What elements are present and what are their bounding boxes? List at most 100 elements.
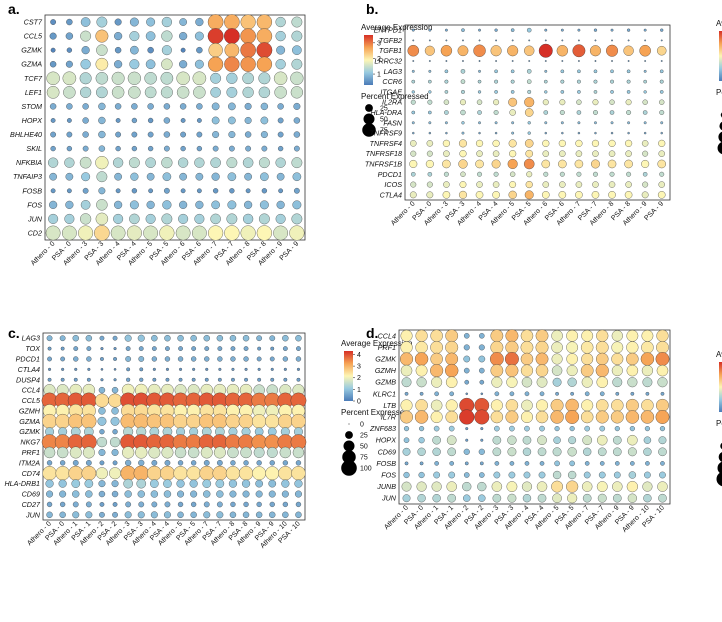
dot (509, 425, 515, 432)
dot (179, 200, 188, 209)
dot (415, 329, 428, 342)
dot (627, 60, 630, 62)
gene-label: JUN (381, 494, 397, 503)
dot (273, 71, 288, 85)
dot (430, 341, 443, 354)
dot (179, 367, 183, 371)
dot (161, 45, 172, 56)
dot (613, 493, 622, 503)
gene-label: LEF1 (25, 88, 42, 97)
dot (179, 18, 187, 26)
dot (480, 427, 484, 431)
dot (492, 139, 500, 147)
dot (126, 377, 131, 382)
dot (208, 43, 223, 58)
dot (463, 494, 471, 502)
dot (204, 346, 210, 351)
dot (459, 181, 467, 188)
dot (596, 376, 608, 388)
dot (111, 407, 119, 415)
dot (243, 460, 249, 466)
dot (572, 44, 586, 58)
dot (612, 377, 623, 388)
gene-label: HLA-DRB1 (4, 479, 40, 488)
dot (216, 459, 223, 466)
dot (62, 71, 77, 86)
dot (507, 435, 517, 445)
dot (525, 181, 533, 189)
dot (660, 131, 663, 135)
dot (559, 150, 566, 157)
dot (240, 446, 252, 459)
dot (244, 200, 253, 209)
dot (558, 159, 567, 169)
dot (411, 110, 416, 115)
dot (511, 60, 514, 62)
dot (180, 118, 186, 123)
dot (200, 446, 213, 459)
dot (193, 86, 206, 99)
dot (630, 461, 635, 466)
dot (609, 99, 615, 105)
gene-label: GZMB (375, 378, 396, 387)
dot (659, 471, 666, 479)
dot (656, 364, 669, 377)
dot (593, 79, 598, 84)
dot (186, 466, 201, 481)
dot (644, 426, 650, 432)
dot (489, 352, 504, 366)
dot (130, 45, 139, 55)
dot (295, 356, 302, 362)
dot (279, 446, 292, 459)
dot (596, 399, 609, 412)
dot (626, 341, 639, 354)
dot (626, 329, 639, 342)
dot (229, 511, 237, 519)
dot (542, 99, 549, 106)
dot (414, 410, 429, 424)
size-legend-dot (718, 452, 722, 462)
dot (658, 139, 666, 147)
gene-label: SKIL (26, 144, 42, 153)
dot (79, 72, 92, 85)
dot (290, 71, 304, 85)
dot (400, 364, 413, 377)
dot (463, 367, 470, 374)
dot (270, 377, 275, 382)
dot (427, 99, 433, 105)
dot (94, 225, 110, 241)
dot (559, 171, 565, 177)
dot (658, 181, 665, 188)
dot (260, 102, 269, 111)
dot (210, 87, 221, 98)
dot (60, 377, 65, 382)
dot (258, 157, 270, 169)
dot (462, 60, 464, 62)
panel-label: d. (366, 325, 378, 341)
gene-label: NKG7 (20, 438, 41, 447)
dot (554, 460, 560, 467)
gene-label: CD69 (22, 490, 40, 499)
dot (443, 171, 449, 177)
dot (551, 365, 563, 376)
dot (404, 391, 409, 396)
dot (445, 131, 448, 135)
dot (575, 150, 583, 157)
dot (642, 99, 648, 105)
dot (291, 213, 303, 225)
dot (428, 90, 432, 94)
dot (229, 334, 237, 342)
dot (542, 139, 550, 147)
dot (270, 367, 274, 371)
dot (611, 399, 624, 412)
dot (543, 171, 549, 177)
dot (85, 490, 93, 498)
dot (72, 501, 79, 508)
dot (238, 413, 254, 429)
plot-frame (404, 24, 671, 201)
gene-label: CCL4 (22, 386, 40, 395)
dot (477, 110, 482, 115)
dot (224, 14, 240, 30)
dot (643, 447, 652, 456)
panel-d: d. CCL4 PRF1 GZMK GZMH GZMB KLRC1 LTB IL7R ZNF683… (366, 325, 722, 534)
